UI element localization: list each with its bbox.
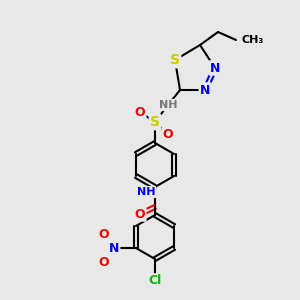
Text: O: O — [135, 208, 145, 220]
Text: S: S — [170, 53, 180, 67]
Text: NH: NH — [159, 100, 177, 110]
Text: NH: NH — [136, 187, 155, 197]
Text: CH₃: CH₃ — [241, 35, 263, 45]
Text: Cl: Cl — [148, 274, 162, 287]
Text: O: O — [99, 227, 109, 241]
Text: O: O — [135, 106, 145, 118]
Text: N: N — [200, 83, 210, 97]
Text: N: N — [109, 242, 119, 254]
Text: N: N — [210, 61, 220, 74]
Text: S: S — [150, 115, 160, 129]
Text: O: O — [99, 256, 109, 268]
Text: O: O — [163, 128, 173, 142]
